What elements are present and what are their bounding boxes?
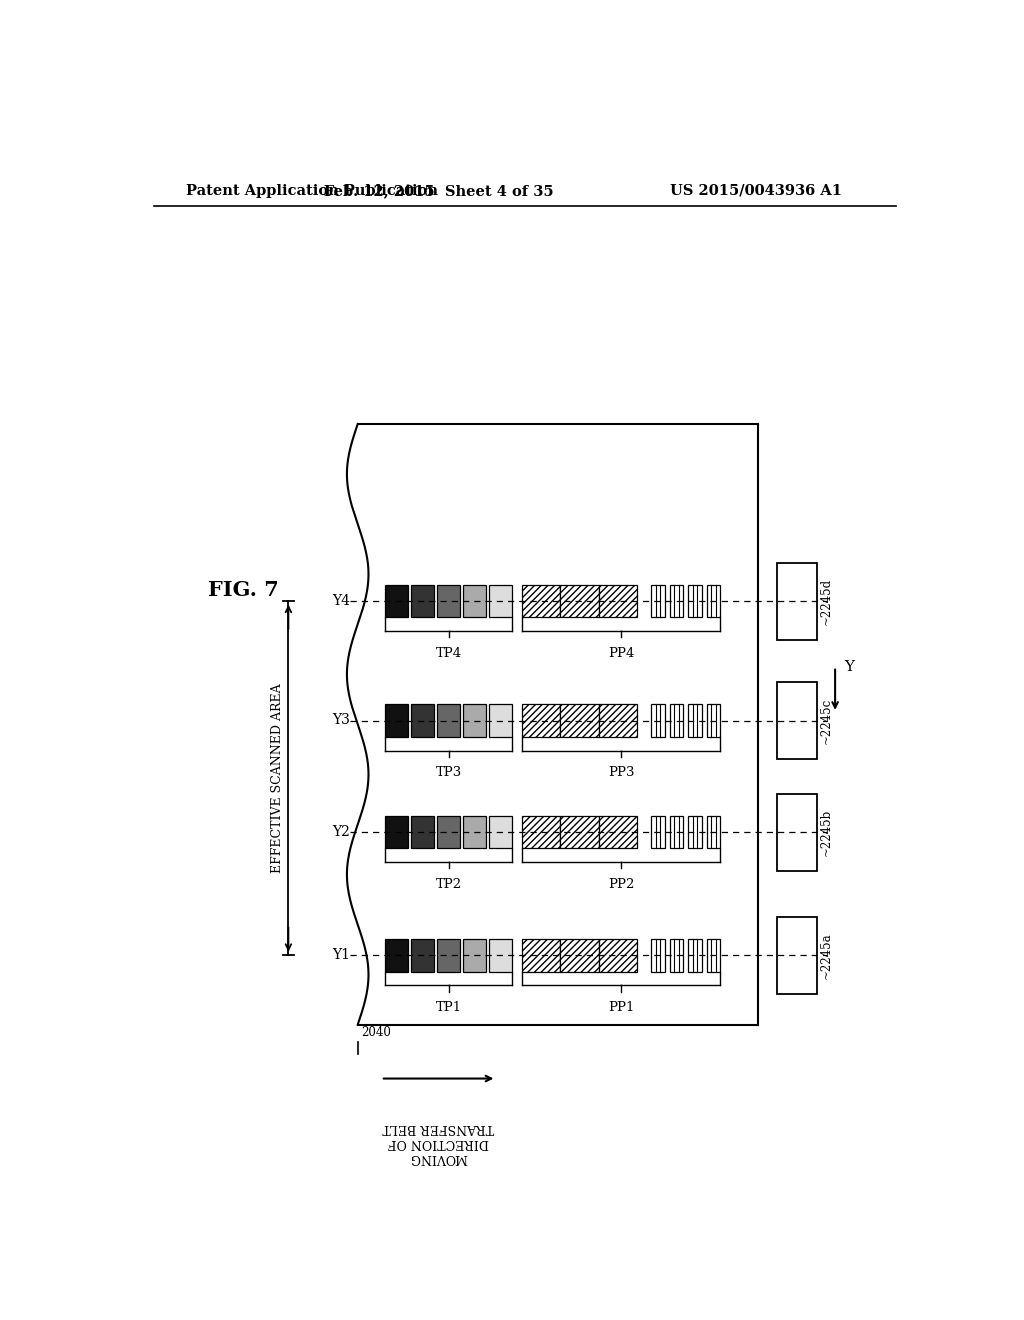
Text: PP2: PP2 (608, 878, 634, 891)
Text: Feb. 12, 2015  Sheet 4 of 35: Feb. 12, 2015 Sheet 4 of 35 (324, 183, 553, 198)
Bar (489, 940, 512, 972)
Bar (777, 562, 817, 640)
Bar (707, 940, 720, 972)
Bar (670, 940, 683, 972)
Bar (599, 940, 637, 972)
Bar (437, 705, 460, 737)
Bar (411, 816, 434, 849)
Bar (599, 705, 637, 737)
Text: TP4: TP4 (435, 647, 462, 660)
Text: PP4: PP4 (608, 647, 634, 660)
Bar (599, 585, 637, 618)
Bar (385, 940, 408, 972)
Bar (670, 585, 683, 618)
Bar (651, 585, 665, 618)
Bar (560, 816, 599, 849)
Bar (521, 585, 560, 618)
Bar (411, 585, 434, 618)
Bar (688, 705, 701, 737)
Text: Patent Application Publication: Patent Application Publication (186, 183, 438, 198)
Bar (670, 705, 683, 737)
Text: ~2245b: ~2245b (819, 809, 833, 855)
Text: 2040: 2040 (360, 1026, 391, 1039)
Bar (707, 816, 720, 849)
Bar (437, 585, 460, 618)
Text: Y2: Y2 (332, 825, 350, 840)
Text: EFFECTIVE SCANNED AREA: EFFECTIVE SCANNED AREA (271, 684, 284, 873)
Bar (437, 816, 460, 849)
Text: FIG. 7: FIG. 7 (208, 579, 279, 599)
Bar (489, 705, 512, 737)
Bar (651, 940, 665, 972)
Bar (385, 816, 408, 849)
Bar (521, 816, 560, 849)
Text: ~2245a: ~2245a (819, 932, 833, 978)
Bar (651, 705, 665, 737)
Text: PP3: PP3 (608, 766, 634, 779)
Bar (560, 585, 599, 618)
Text: Y1: Y1 (332, 948, 350, 962)
Text: ~2245c: ~2245c (819, 697, 833, 743)
Bar (521, 705, 560, 737)
Text: MOVING
DIRECTION OF
TRANSFER BELT: MOVING DIRECTION OF TRANSFER BELT (383, 1121, 495, 1164)
Bar (599, 816, 637, 849)
Bar (707, 705, 720, 737)
Text: TP3: TP3 (435, 766, 462, 779)
Text: Y4: Y4 (332, 594, 350, 609)
Bar (688, 940, 701, 972)
Bar (707, 585, 720, 618)
Bar (489, 816, 512, 849)
Bar (777, 682, 817, 759)
Bar (437, 940, 460, 972)
Text: TP2: TP2 (435, 878, 462, 891)
Bar (463, 940, 486, 972)
Text: Y3: Y3 (332, 714, 350, 727)
Bar (777, 793, 817, 871)
Text: US 2015/0043936 A1: US 2015/0043936 A1 (670, 183, 842, 198)
Bar (560, 705, 599, 737)
Text: Y: Y (845, 660, 854, 673)
Bar (411, 940, 434, 972)
Bar (411, 705, 434, 737)
Text: TP1: TP1 (435, 1001, 462, 1014)
Bar (670, 816, 683, 849)
Bar (688, 816, 701, 849)
Text: PP1: PP1 (608, 1001, 634, 1014)
Bar (688, 585, 701, 618)
Bar (463, 705, 486, 737)
Bar (489, 585, 512, 618)
Bar (777, 917, 817, 994)
Bar (560, 940, 599, 972)
Bar (385, 585, 408, 618)
Bar (463, 816, 486, 849)
Bar (521, 940, 560, 972)
Text: ~2245d: ~2245d (819, 578, 833, 624)
Bar (651, 816, 665, 849)
Bar (385, 705, 408, 737)
Bar (463, 585, 486, 618)
